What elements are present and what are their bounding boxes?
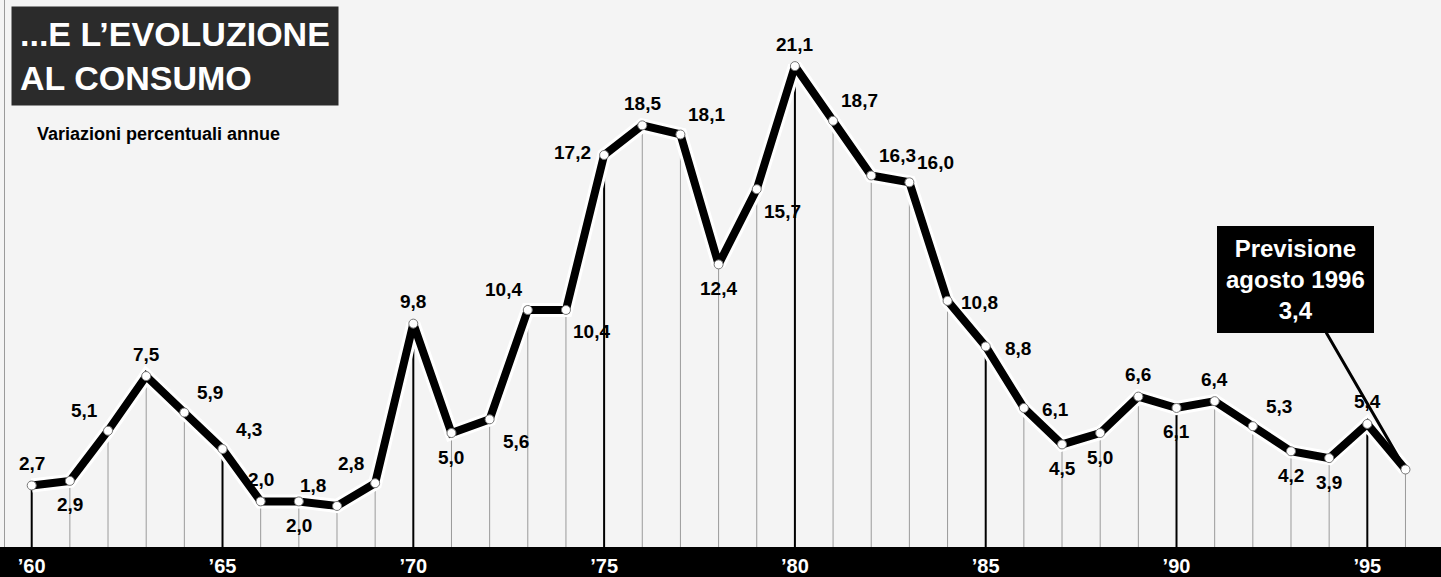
svg-text:’60: ’60 (18, 555, 46, 577)
svg-text:2,0: 2,0 (248, 469, 274, 490)
svg-text:5,1: 5,1 (71, 400, 98, 421)
svg-text:2,8: 2,8 (338, 453, 364, 474)
svg-text:Variazioni percentuali annue: Variazioni percentuali annue (37, 124, 280, 144)
svg-text:2,0: 2,0 (286, 515, 312, 536)
svg-text:5,0: 5,0 (1087, 447, 1113, 468)
svg-text:18,7: 18,7 (841, 90, 878, 111)
svg-text:4,3: 4,3 (236, 419, 262, 440)
svg-text:3,9: 3,9 (1316, 472, 1342, 493)
svg-text:’65: ’65 (209, 555, 237, 577)
svg-text:’70: ’70 (399, 555, 427, 577)
svg-text:6,6: 6,6 (1125, 364, 1151, 385)
svg-text:’80: ’80 (781, 555, 809, 577)
svg-text:6,4: 6,4 (1201, 369, 1228, 390)
svg-text:2,9: 2,9 (57, 494, 83, 515)
svg-text:5,4: 5,4 (1354, 391, 1381, 412)
svg-text:’90: ’90 (1163, 555, 1191, 577)
svg-text:10,4: 10,4 (573, 321, 610, 342)
svg-text:10,8: 10,8 (961, 292, 998, 313)
svg-text:’85: ’85 (972, 555, 1000, 577)
svg-text:15,7: 15,7 (764, 201, 801, 222)
svg-text:10,4: 10,4 (485, 279, 522, 300)
svg-text:5,6: 5,6 (503, 431, 529, 452)
svg-text:...E L’EVOLUZIONEAL CONSUMO: ...E L’EVOLUZIONEAL CONSUMO (20, 15, 330, 97)
svg-text:Previsioneagosto 19963,4: Previsioneagosto 19963,4 (1226, 235, 1365, 324)
svg-text:9,8: 9,8 (400, 291, 426, 312)
svg-text:12,4: 12,4 (700, 278, 737, 299)
svg-text:2,7: 2,7 (19, 453, 45, 474)
svg-text:7,5: 7,5 (133, 344, 160, 365)
svg-text:16,3: 16,3 (879, 145, 916, 166)
svg-text:4,2: 4,2 (1278, 465, 1304, 486)
svg-text:5,0: 5,0 (438, 447, 464, 468)
svg-text:6,1: 6,1 (1042, 399, 1069, 420)
svg-text:8,8: 8,8 (1005, 338, 1031, 359)
svg-text:4,5: 4,5 (1049, 458, 1076, 479)
svg-text:1,8: 1,8 (300, 475, 326, 496)
svg-text:’95: ’95 (1353, 555, 1381, 577)
svg-text:17,2: 17,2 (554, 142, 591, 163)
svg-text:5,9: 5,9 (197, 382, 223, 403)
svg-text:16,0: 16,0 (917, 152, 954, 173)
svg-text:21,1: 21,1 (776, 34, 813, 55)
svg-text:5,3: 5,3 (1266, 396, 1292, 417)
svg-text:18,1: 18,1 (688, 104, 725, 125)
svg-text:6,1: 6,1 (1163, 421, 1190, 442)
svg-text:18,5: 18,5 (624, 93, 661, 114)
svg-text:’75: ’75 (590, 555, 618, 577)
